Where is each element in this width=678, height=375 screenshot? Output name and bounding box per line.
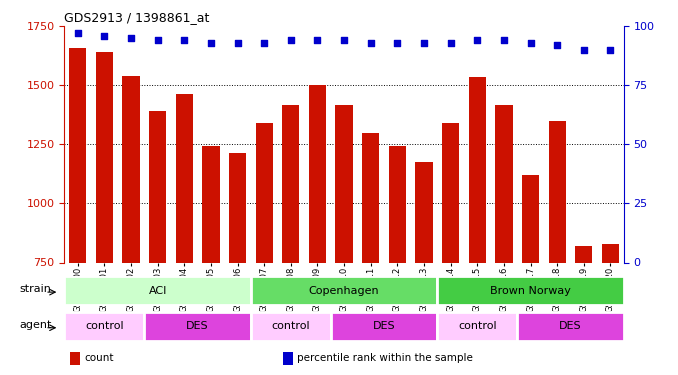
Bar <box>437 276 624 305</box>
Point <box>552 42 563 48</box>
Point <box>525 40 536 46</box>
Text: DES: DES <box>373 321 395 331</box>
Text: DES: DES <box>559 321 582 331</box>
Point <box>99 33 110 39</box>
Point <box>472 38 483 44</box>
Text: ACI: ACI <box>148 286 167 296</box>
Bar <box>149 111 166 262</box>
Point <box>392 40 403 46</box>
Point <box>285 38 296 44</box>
Bar <box>308 85 326 262</box>
Bar <box>602 244 619 262</box>
Point <box>445 40 456 46</box>
Text: strain: strain <box>20 284 52 294</box>
Bar <box>336 105 353 262</box>
Bar <box>575 246 593 262</box>
Point <box>259 40 270 46</box>
Bar <box>122 76 140 262</box>
Bar <box>69 48 86 262</box>
Text: Copenhagen: Copenhagen <box>308 286 380 296</box>
Bar <box>144 312 251 340</box>
Bar <box>331 312 437 340</box>
Bar <box>202 146 220 262</box>
Point <box>232 40 243 46</box>
Text: DES: DES <box>186 321 209 331</box>
Bar <box>549 121 566 262</box>
Bar <box>468 77 486 262</box>
Point <box>179 38 190 44</box>
Bar <box>64 276 251 305</box>
Point <box>339 38 350 44</box>
Bar <box>282 105 300 262</box>
Bar <box>256 123 273 262</box>
Bar <box>362 132 380 262</box>
Bar <box>176 94 193 262</box>
Bar <box>70 352 80 364</box>
Bar <box>388 146 406 262</box>
Point <box>152 38 163 44</box>
Point <box>605 47 616 53</box>
Text: control: control <box>458 321 496 331</box>
Bar <box>442 123 459 262</box>
Point <box>125 35 136 41</box>
Bar <box>96 52 113 262</box>
Bar <box>64 312 144 340</box>
Text: count: count <box>84 353 113 363</box>
Text: control: control <box>271 321 310 331</box>
Bar <box>517 312 624 340</box>
Text: agent: agent <box>19 320 52 330</box>
Bar <box>283 352 293 364</box>
Point <box>73 30 83 36</box>
Bar <box>416 162 433 262</box>
Bar <box>251 312 331 340</box>
Point <box>312 38 323 44</box>
Text: Brown Norway: Brown Norway <box>490 286 571 296</box>
Bar <box>229 153 246 262</box>
Bar <box>437 312 517 340</box>
Point <box>418 40 429 46</box>
Text: control: control <box>85 321 123 331</box>
Point <box>578 47 589 53</box>
Point <box>498 38 509 44</box>
Text: GDS2913 / 1398861_at: GDS2913 / 1398861_at <box>64 11 210 24</box>
Bar <box>522 175 539 262</box>
Bar <box>495 105 513 262</box>
Point <box>365 40 376 46</box>
Bar <box>251 276 437 305</box>
Text: percentile rank within the sample: percentile rank within the sample <box>296 353 473 363</box>
Point <box>205 40 216 46</box>
